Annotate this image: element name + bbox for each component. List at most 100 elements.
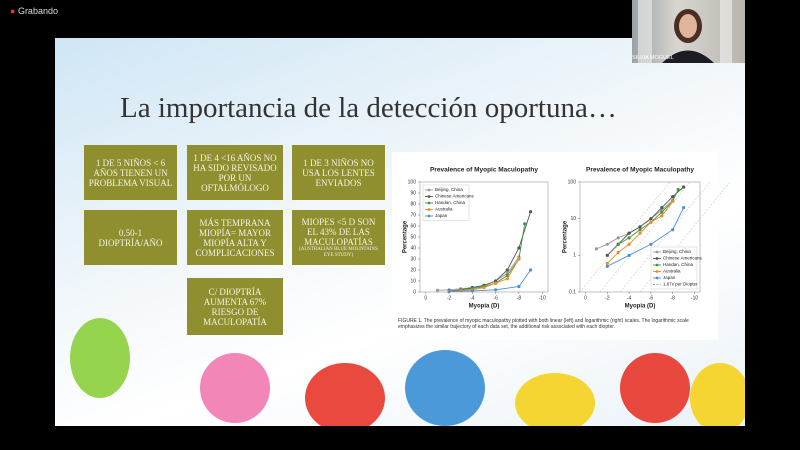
legend-marker — [427, 214, 431, 218]
legend-marker — [427, 188, 431, 192]
series-line — [617, 189, 679, 245]
figure-caption: FIGURE 1. The prevalence of myopic macul… — [398, 318, 689, 330]
y-tick-label: 10 — [570, 216, 576, 222]
data-point — [649, 242, 653, 246]
data-point — [605, 253, 609, 257]
y-axis-label: Percentage — [563, 220, 569, 253]
legend-label: Australia — [663, 269, 681, 274]
data-point — [517, 246, 521, 250]
reference-line — [619, 181, 711, 293]
legend-label: Handan, China — [435, 200, 466, 205]
webcam-scene — [638, 0, 732, 63]
legend-label: Handan, China — [663, 262, 694, 267]
data-point — [616, 250, 620, 255]
data-point — [638, 228, 642, 232]
x-tick-label: 0 — [424, 295, 427, 301]
box-text: 0.50-1 DIOPTRÍA/AÑO — [98, 227, 163, 248]
y-tick-label: 100 — [408, 179, 417, 185]
data-point — [638, 225, 642, 229]
info-box: 0.50-1 DIOPTRÍA/AÑO — [84, 210, 177, 265]
box-note: (AUSTRALIAN BLUE MOUNTAINS EYE STUDY) — [299, 246, 378, 258]
x-tick-label: -10 — [691, 295, 698, 301]
legend-label: Australia — [435, 207, 453, 212]
data-point — [494, 281, 498, 285]
data-point — [682, 185, 686, 189]
figure — [392, 152, 718, 340]
y-tick-label: 40 — [410, 245, 416, 251]
data-point — [660, 206, 664, 210]
legend-marker — [655, 263, 659, 267]
info-box: 1 DE 3 NIÑOS NO USA LOS LENTES ENVIADOS — [292, 145, 385, 200]
data-point — [627, 253, 631, 257]
legend-label: Chinese Americans — [663, 256, 703, 261]
x-tick-label: -6 — [649, 295, 654, 301]
data-point — [627, 236, 631, 240]
x-tick-label: -10 — [539, 295, 546, 301]
x-tick-label: -6 — [493, 295, 498, 301]
x-axis-label: Myopia (D) — [469, 304, 500, 310]
recording-indicator: ● Grabando — [10, 6, 58, 16]
y-tick-label: 50 — [410, 234, 416, 240]
data-point — [605, 242, 609, 246]
x-tick-label: -8 — [671, 295, 676, 301]
data-point — [660, 210, 664, 214]
data-point — [671, 199, 675, 203]
webcam-video — [632, 0, 745, 63]
data-point — [638, 231, 642, 235]
x-tick-label: -2 — [605, 295, 610, 301]
box-text: C/ DIOPTRÍA AUMENTA 67% RIESGO DE MACULO… — [203, 286, 267, 327]
data-point — [470, 289, 474, 293]
data-point — [517, 257, 521, 261]
box-text: 1 DE 4 <16 AÑOS NO HA SIDO REVISADO POR … — [193, 152, 277, 193]
y-tick-label: 1 — [573, 253, 576, 259]
data-point — [605, 264, 609, 268]
data-point — [523, 222, 527, 226]
data-point — [627, 242, 631, 246]
legend-marker — [655, 257, 659, 260]
info-box: 1 DE 5 NIÑOS < 6 AÑOS TIENEN UN PROBLEMA… — [84, 145, 177, 200]
y-tick-label: 80 — [410, 201, 416, 207]
recording-label: Grabando — [17, 6, 58, 16]
data-point — [482, 286, 486, 290]
y-tick-label: 0.1 — [569, 289, 576, 295]
y-tick-label: 70 — [410, 212, 416, 218]
y-tick-label: 20 — [410, 267, 416, 273]
info-box: MIOPES <5 D SON EL 43% DE LAS MACULOPATÍ… — [292, 210, 385, 265]
reference-line — [639, 181, 731, 293]
data-point — [649, 220, 653, 224]
data-point — [528, 268, 533, 272]
data-point — [435, 288, 440, 292]
legend-marker — [427, 201, 431, 205]
legend-label: Japan — [663, 275, 676, 280]
data-point — [660, 214, 664, 218]
participant-name: SILVIA MOGUEL — [632, 55, 674, 61]
data-point — [494, 279, 498, 283]
data-point — [528, 210, 533, 214]
x-tick-label: -4 — [470, 295, 475, 301]
box-text: MIOPES <5 D SON EL 43% DE LAS MACULOPATÍ… — [301, 216, 376, 247]
data-point — [616, 242, 620, 246]
x-tick-label: -2 — [447, 295, 452, 301]
legend-label: Chinese Americans — [435, 194, 475, 199]
box-text: 1 DE 5 NIÑOS < 6 AÑOS TIENEN UN PROBLEMA… — [88, 157, 173, 188]
data-point — [671, 228, 675, 232]
chart-title: Prevalence of Myopic Maculopathy — [586, 167, 694, 174]
y-axis-label: Percentage — [403, 220, 409, 253]
data-point — [447, 289, 451, 294]
slide-decoration — [70, 318, 745, 426]
legend-marker — [655, 250, 659, 254]
data-point — [505, 277, 509, 281]
legend-box — [650, 246, 698, 290]
data-point — [505, 268, 509, 272]
chart-title: Prevalence of Myopic Maculopathy — [430, 167, 538, 174]
x-tick-label: -8 — [517, 295, 522, 301]
data-point — [594, 247, 598, 251]
x-tick-label: -4 — [627, 295, 632, 301]
slide-title: La importancia de la detección oportuna… — [120, 92, 617, 124]
x-axis-label: Myopia (D) — [625, 304, 656, 310]
data-point — [682, 206, 686, 210]
data-point — [671, 194, 675, 199]
legend-label: 1.67x per Diopter — [663, 282, 698, 287]
